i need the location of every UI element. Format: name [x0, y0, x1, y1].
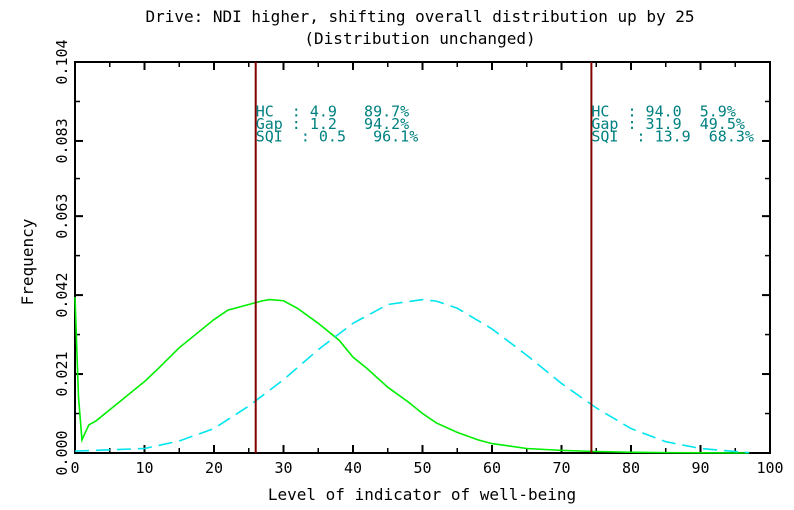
x-tick-label: 70 [552, 459, 570, 477]
y-axis-label: Frequency [18, 218, 37, 305]
x-tick-label: 10 [135, 459, 153, 477]
y-tick-label: 0.000 [53, 430, 71, 475]
y-tick-label: 0.021 [53, 351, 71, 396]
y-tick-label: 0.083 [53, 118, 71, 163]
x-tick-label: 50 [413, 459, 431, 477]
x-axis-label: Level of indicator of well-being [268, 485, 576, 504]
x-tick-label: 20 [205, 459, 223, 477]
x-tick-label: 0 [70, 459, 79, 477]
x-tick-label: 30 [274, 459, 292, 477]
x-tick-label: 60 [483, 459, 501, 477]
x-tick-label: 90 [691, 459, 709, 477]
annotation-text: Gap : 31.9 49.5% [591, 115, 745, 133]
annotation-text: SQI : 0.5 96.1% [256, 127, 419, 145]
annotation-text: HC : 4.9 89.7% [256, 103, 410, 121]
series-line-dashed [74, 298, 750, 454]
y-tick-label: 0.104 [53, 39, 71, 84]
y-tick-label: 0.042 [53, 273, 71, 318]
annotation-text: SQI : 13.9 68.3% [591, 127, 754, 145]
x-tick-label: 40 [344, 459, 362, 477]
y-tick-label: 0.063 [53, 194, 71, 239]
annotation-text: Gap : 1.2 94.2% [256, 115, 410, 133]
annotation-text: HC : 94.0 5.9% [591, 103, 736, 121]
x-tick-label: 80 [622, 459, 640, 477]
x-tick-label: 100 [756, 459, 783, 477]
chart-subtitle: (Distribution unchanged) [304, 29, 535, 48]
series-line-solid [74, 296, 750, 454]
chart-title: Drive: NDI higher, shifting overall dist… [145, 7, 694, 26]
